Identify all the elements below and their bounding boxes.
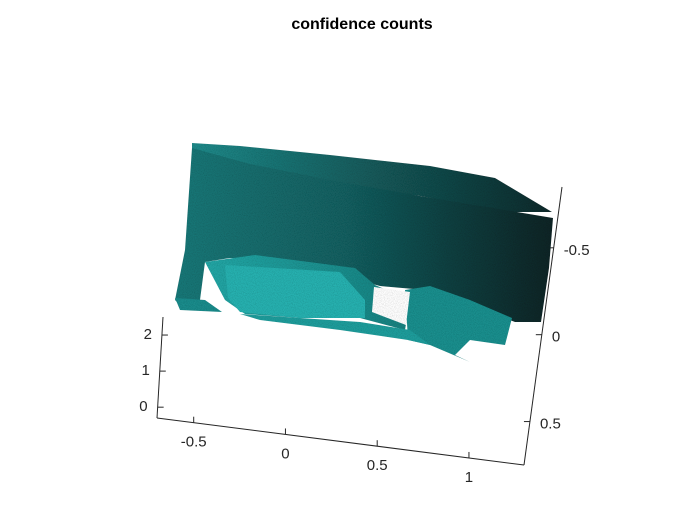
point-cloud-left-edge — [175, 298, 222, 312]
chart-title: confidence counts — [291, 16, 433, 33]
point-cloud-floor-strip — [240, 314, 430, 345]
z-axis-tick-label: 2 — [144, 326, 152, 343]
y-axis-tick-label: 0 — [552, 329, 560, 346]
point-cloud — [175, 143, 553, 362]
point-cloud-wall — [175, 148, 553, 322]
point-cloud-bed — [225, 265, 365, 318]
y-axis-tick-label: 0.5 — [540, 416, 561, 433]
y-axis-line — [523, 186, 563, 466]
z-axis-tick-label: 0 — [139, 398, 147, 415]
y-axis-tick-label: -0.5 — [564, 242, 590, 259]
x-axis-tick-label: 0 — [281, 445, 289, 462]
x-axis-tick-label: 0.5 — [367, 457, 388, 474]
z-axis-line — [156, 316, 164, 419]
point-cloud-ceiling — [192, 143, 552, 212]
axes-lines — [156, 186, 563, 466]
x-axis-tick-label: 1 — [465, 469, 473, 486]
x-axis-line — [156, 417, 525, 466]
point-cloud-window-gap — [372, 287, 410, 325]
z-axis-tick-label: 1 — [141, 362, 149, 379]
x-axis-tick-label: -0.5 — [181, 434, 207, 451]
point-cloud-furniture — [405, 286, 512, 362]
